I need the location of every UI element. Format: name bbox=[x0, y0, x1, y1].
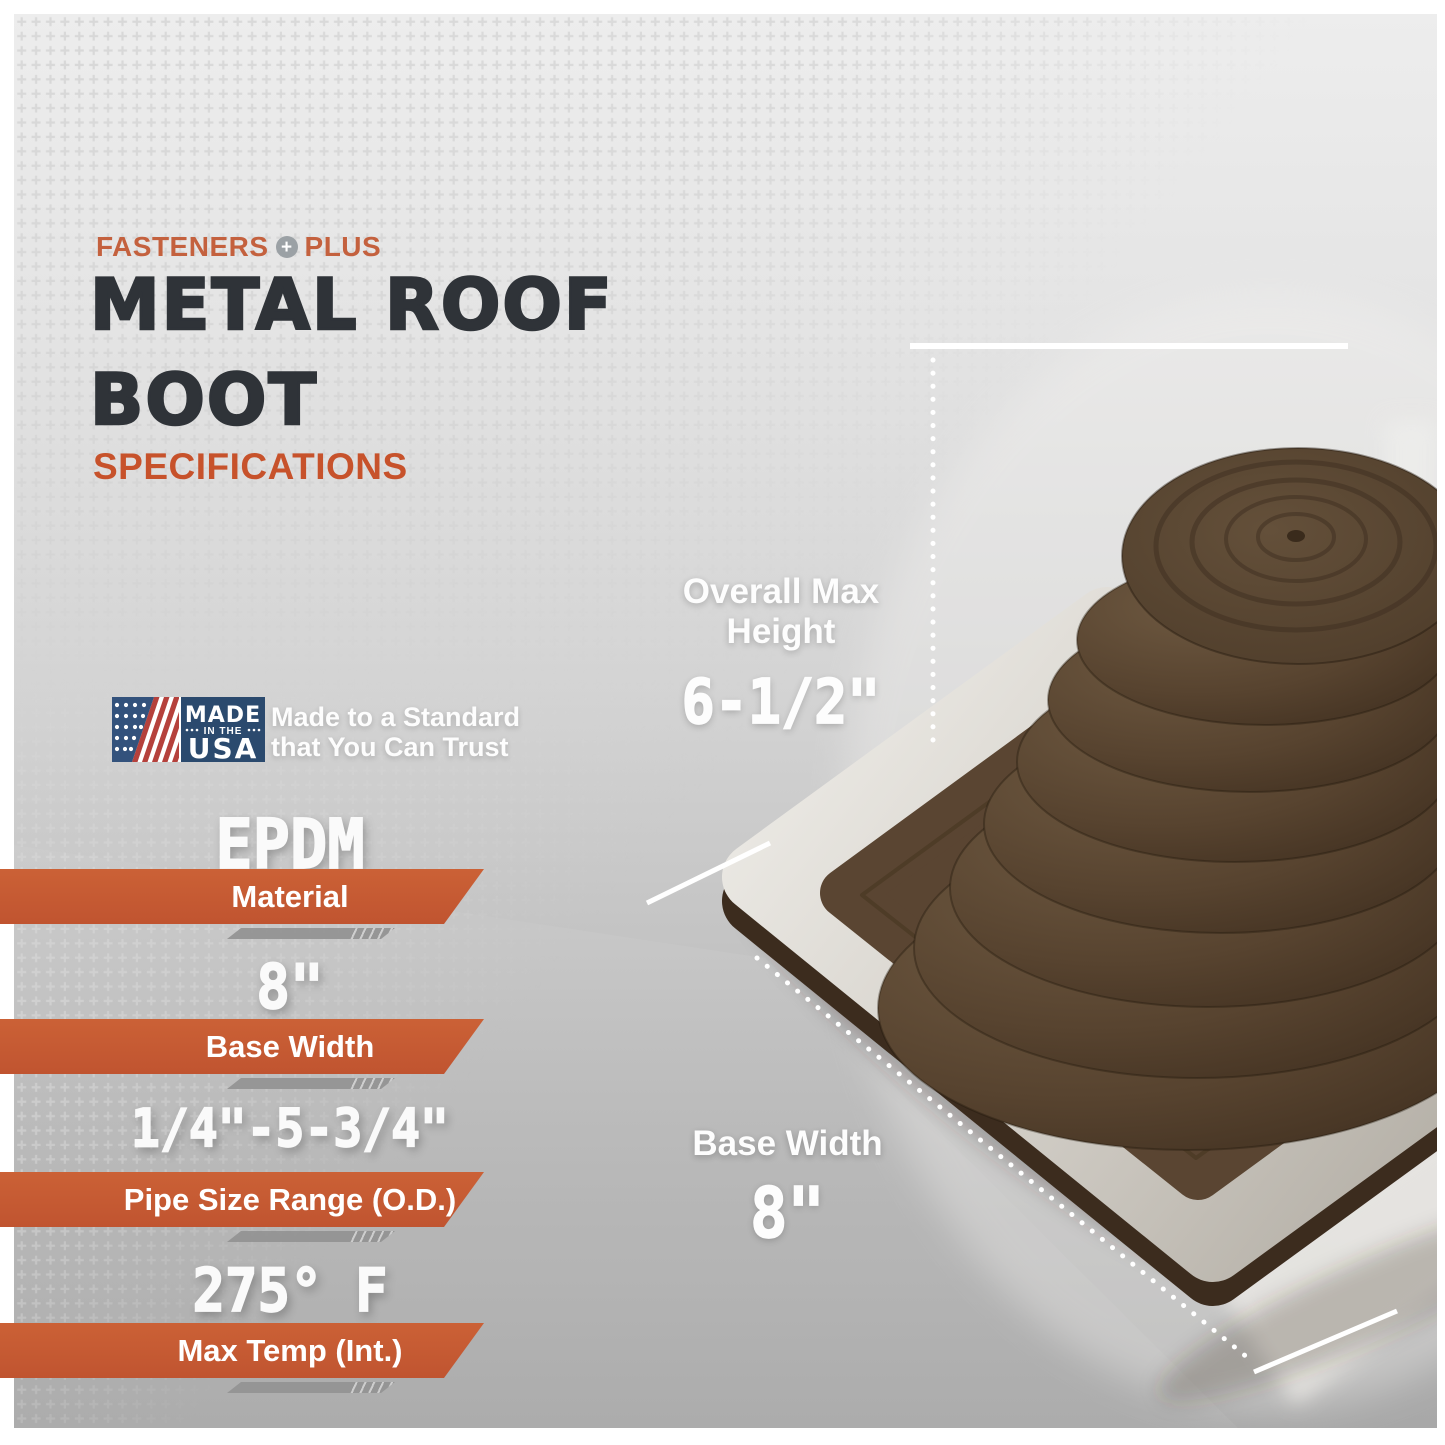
spec-label-base-width: Base Width bbox=[205, 1028, 375, 1064]
title-line2: BOOT bbox=[89, 358, 319, 443]
usa-badge-made: MADE bbox=[185, 703, 261, 728]
usa-flag-icon bbox=[112, 697, 179, 762]
banner-shadow-accent bbox=[227, 1231, 395, 1242]
page-title: METAL ROOF BOOT bbox=[89, 258, 614, 448]
usa-tagline: Made to a Standard that You Can Trust bbox=[271, 702, 520, 762]
spec-value-max-temp: 275° F bbox=[192, 1255, 389, 1326]
banner-shadow-accent bbox=[227, 928, 395, 939]
base-width-value: 8" bbox=[749, 1171, 825, 1254]
made-in-usa-badge: MADE IN THE USA bbox=[112, 697, 265, 762]
spec-banner-material: Material bbox=[0, 869, 484, 924]
spec-banner-base-width: Base Width bbox=[0, 1019, 484, 1074]
spec-banner-pipe-size: Pipe Size Range (O.D.) bbox=[0, 1172, 484, 1227]
spec-value-pipe-size: 1/4"-5-3/4" bbox=[130, 1097, 449, 1160]
usa-tagline-line2: that You Can Trust bbox=[271, 732, 509, 762]
height-label-line1: Overall Max bbox=[682, 572, 880, 611]
brand-word-right: PLUS bbox=[304, 231, 382, 262]
spec-label-pipe-size: Pipe Size Range (O.D.) bbox=[123, 1181, 457, 1217]
base-width-label: Base Width bbox=[692, 1124, 883, 1163]
banner-shadow-accent bbox=[227, 1382, 395, 1393]
banner-shadow-accent bbox=[227, 1078, 395, 1089]
brand-word-left: FASTENERS bbox=[96, 231, 269, 262]
plus-in-circle-icon: + bbox=[275, 236, 298, 258]
title-line1: METAL ROOF bbox=[89, 263, 614, 348]
usa-badge-in-the: IN THE bbox=[204, 726, 243, 737]
spec-banner-max-temp: Max Temp (Int.) bbox=[0, 1323, 484, 1378]
height-dimension-label: Overall Max Height 6-1/2" bbox=[616, 572, 946, 739]
height-label-line2: Height bbox=[726, 612, 836, 651]
height-value: 6-1/2" bbox=[681, 665, 881, 738]
brand-logo: FASTENERS + PLUS bbox=[96, 231, 381, 263]
spec-label-max-temp: Max Temp (Int.) bbox=[177, 1332, 403, 1368]
usa-badge-usa: USA bbox=[188, 732, 259, 762]
usa-tagline-line1: Made to a Standard bbox=[271, 702, 521, 732]
base-width-dimension-label: Base Width 8" bbox=[620, 1124, 955, 1255]
spec-label-material: Material bbox=[231, 878, 349, 914]
spec-value-base-width: 8" bbox=[256, 951, 325, 1024]
page-subtitle: SPECIFICATIONS bbox=[93, 446, 408, 487]
